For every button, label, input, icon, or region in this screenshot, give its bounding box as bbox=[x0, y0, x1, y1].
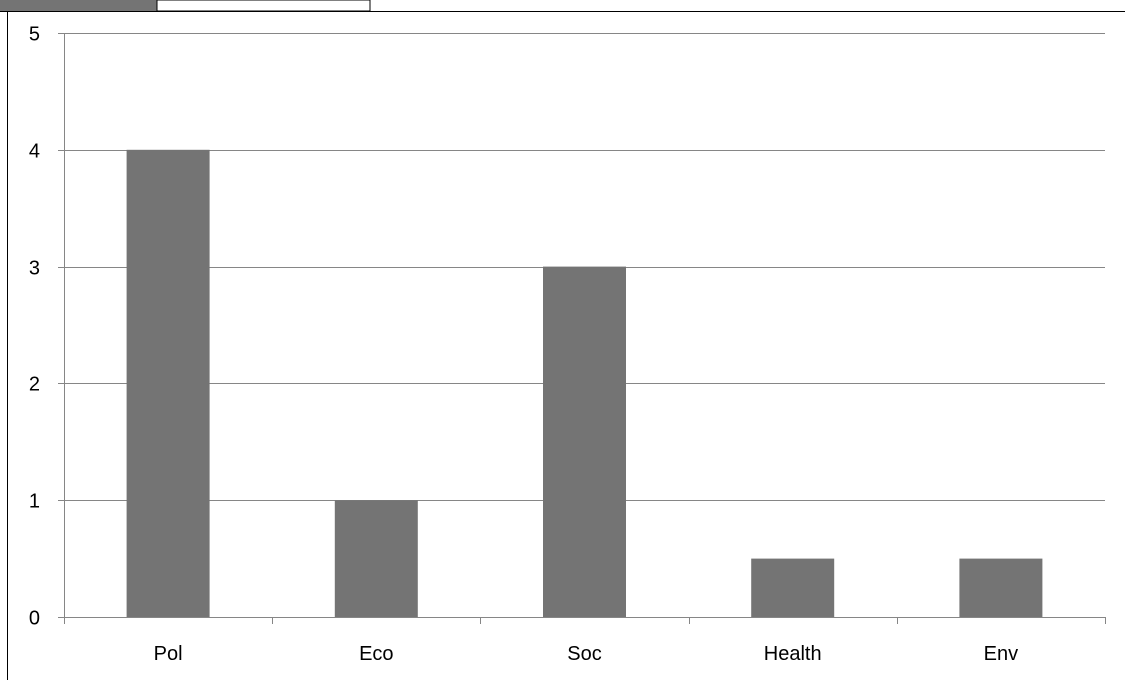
y-tick-label: 1 bbox=[29, 491, 40, 513]
y-tick-labels: 0 1 2 3 4 5 bbox=[29, 24, 40, 630]
y-tick-label: 5 bbox=[29, 24, 40, 46]
bar-eco bbox=[334, 500, 418, 617]
y-tick-label: 3 bbox=[29, 258, 40, 280]
bar-health bbox=[751, 558, 835, 617]
bar-soc bbox=[543, 266, 626, 617]
x-tick-label-pol: Pol bbox=[154, 643, 183, 665]
x-tick-label-env: Env bbox=[984, 643, 1018, 665]
x-tick-labels: Pol Eco Soc Health Env bbox=[154, 643, 1018, 665]
bars bbox=[126, 149, 1043, 618]
bar-env bbox=[959, 558, 1043, 617]
x-tick-label-eco: Eco bbox=[359, 643, 393, 665]
header-tab bbox=[156, 0, 371, 12]
x-tick-label-soc: Soc bbox=[567, 643, 601, 665]
bar-pol bbox=[126, 149, 210, 618]
x-tick-label-health: Health bbox=[764, 643, 822, 665]
axes bbox=[58, 33, 1106, 624]
y-tick-label: 2 bbox=[29, 374, 40, 396]
y-tick-label: 4 bbox=[29, 141, 40, 163]
y-tick-label: 0 bbox=[29, 608, 40, 630]
header-tab-active bbox=[0, 0, 157, 11]
